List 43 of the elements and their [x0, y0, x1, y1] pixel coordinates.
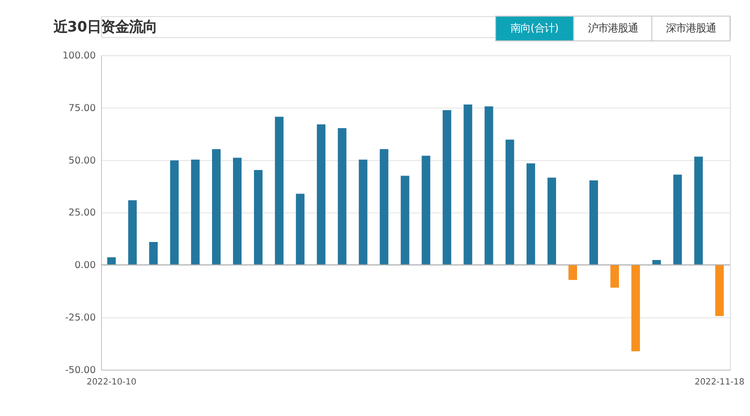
chart-title: 近30日资金流向: [52, 18, 158, 36]
bar: [191, 160, 200, 265]
bar: [212, 149, 221, 265]
bar: [358, 160, 368, 265]
y-tick-label: 50.00: [68, 155, 96, 166]
bar: [254, 170, 263, 265]
y-tick-label: 75.00: [68, 102, 96, 114]
bar: [296, 194, 304, 265]
y-tick-label: 25.00: [68, 208, 96, 219]
y-tick-label: 0.00: [74, 260, 96, 272]
bar: [506, 140, 514, 265]
bar: [422, 156, 430, 265]
bar: [107, 257, 116, 265]
bar: [338, 128, 346, 265]
bar: [380, 149, 388, 265]
bar: [233, 158, 242, 265]
bar: [694, 156, 703, 265]
x-tick-label: 2022-11-18: [694, 377, 744, 388]
bar: [715, 264, 724, 316]
bar: [316, 124, 326, 265]
bar: [149, 242, 158, 265]
bar: [547, 178, 556, 265]
bar: [610, 264, 619, 288]
bar: [442, 110, 452, 265]
bar: [274, 116, 284, 265]
bar: [631, 264, 640, 352]
bar: [484, 106, 494, 265]
text: 南向(合计): [510, 22, 559, 34]
bar: [464, 104, 472, 265]
y-tick-label: -50.00: [65, 364, 96, 376]
bar: [568, 264, 578, 280]
bar: [652, 260, 661, 265]
y-tick-label: 100.00: [62, 50, 96, 62]
bar: [526, 163, 536, 265]
text: 深市港股通: [666, 22, 716, 34]
text: 沪市港股通: [588, 22, 638, 34]
bar: [400, 176, 410, 265]
x-tick-label: 2022-10-10: [86, 377, 136, 388]
bar: [673, 174, 682, 265]
bar: [170, 160, 179, 265]
bar: [128, 200, 137, 265]
y-tick-label: -25.00: [65, 312, 96, 324]
bar: [589, 180, 598, 265]
